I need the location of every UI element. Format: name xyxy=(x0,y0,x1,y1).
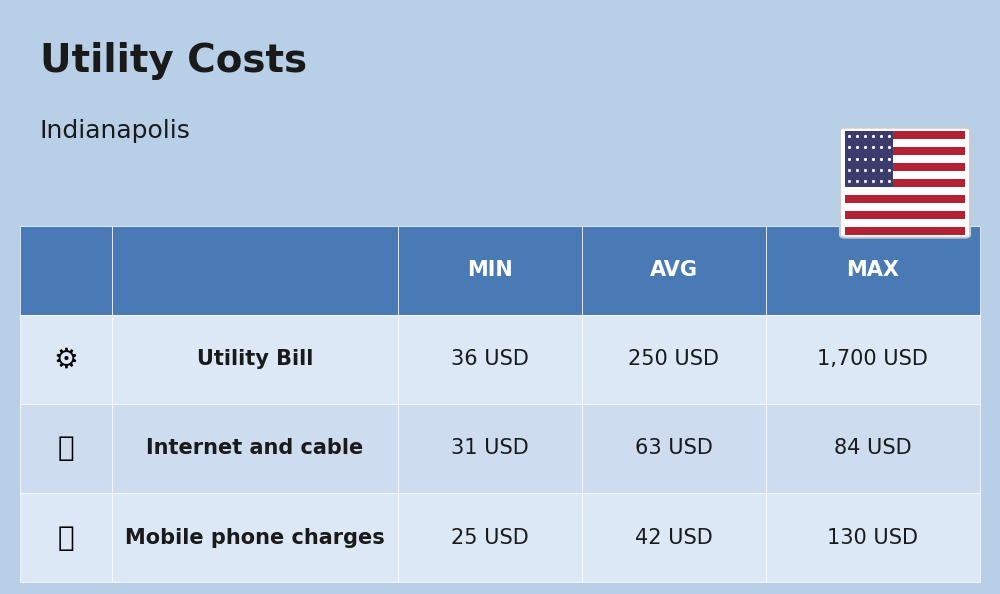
Bar xyxy=(845,131,893,187)
Bar xyxy=(845,179,965,187)
FancyBboxPatch shape xyxy=(20,493,112,582)
FancyBboxPatch shape xyxy=(398,404,582,493)
Text: 63 USD: 63 USD xyxy=(635,438,713,459)
FancyBboxPatch shape xyxy=(20,315,112,404)
FancyBboxPatch shape xyxy=(398,315,582,404)
Bar xyxy=(845,138,965,147)
Text: 130 USD: 130 USD xyxy=(827,527,918,548)
FancyBboxPatch shape xyxy=(582,315,766,404)
Text: 250 USD: 250 USD xyxy=(628,349,719,369)
Text: 31 USD: 31 USD xyxy=(451,438,529,459)
Text: Mobile phone charges: Mobile phone charges xyxy=(125,527,385,548)
Text: Internet and cable: Internet and cable xyxy=(146,438,364,459)
Text: 1,700 USD: 1,700 USD xyxy=(817,349,928,369)
FancyBboxPatch shape xyxy=(582,404,766,493)
FancyBboxPatch shape xyxy=(398,493,582,582)
Bar xyxy=(845,211,965,219)
FancyBboxPatch shape xyxy=(112,404,398,493)
FancyBboxPatch shape xyxy=(398,226,582,315)
FancyBboxPatch shape xyxy=(20,404,112,493)
FancyBboxPatch shape xyxy=(582,493,766,582)
Text: 📱: 📱 xyxy=(58,523,74,552)
FancyBboxPatch shape xyxy=(766,493,980,582)
Bar xyxy=(845,187,965,195)
Bar xyxy=(845,147,965,154)
Text: MAX: MAX xyxy=(846,260,899,280)
FancyBboxPatch shape xyxy=(582,226,766,315)
FancyBboxPatch shape xyxy=(766,226,980,315)
Text: AVG: AVG xyxy=(650,260,698,280)
FancyBboxPatch shape xyxy=(766,404,980,493)
Bar xyxy=(845,170,965,179)
Bar xyxy=(845,195,965,203)
FancyBboxPatch shape xyxy=(840,128,970,238)
Text: 📡: 📡 xyxy=(58,434,74,463)
FancyBboxPatch shape xyxy=(112,226,398,315)
Text: 25 USD: 25 USD xyxy=(451,527,529,548)
Bar xyxy=(845,131,965,138)
FancyBboxPatch shape xyxy=(20,226,112,315)
Text: MIN: MIN xyxy=(467,260,513,280)
Text: Utility Bill: Utility Bill xyxy=(197,349,313,369)
Text: 36 USD: 36 USD xyxy=(451,349,529,369)
FancyBboxPatch shape xyxy=(112,315,398,404)
Bar xyxy=(845,163,965,170)
Text: Indianapolis: Indianapolis xyxy=(40,119,191,143)
Bar xyxy=(845,203,965,211)
FancyBboxPatch shape xyxy=(766,315,980,404)
Bar xyxy=(845,227,965,235)
Bar xyxy=(845,154,965,163)
Text: 42 USD: 42 USD xyxy=(635,527,712,548)
Text: ⚙️: ⚙️ xyxy=(54,345,78,374)
Text: 84 USD: 84 USD xyxy=(834,438,912,459)
FancyBboxPatch shape xyxy=(112,493,398,582)
Bar xyxy=(845,219,965,227)
Text: Utility Costs: Utility Costs xyxy=(40,42,307,80)
